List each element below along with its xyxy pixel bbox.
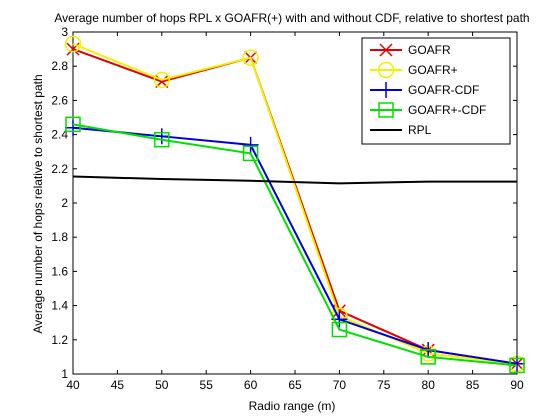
x-tick-label: 40 bbox=[66, 378, 80, 392]
y-tick-label: 1 bbox=[61, 367, 68, 381]
legend-label: GOAFR-CDF bbox=[408, 83, 479, 97]
y-tick-label: 2.6 bbox=[51, 93, 68, 107]
x-tick-label: 60 bbox=[244, 378, 258, 392]
chart-title: Average number of hops RPL x GOAFR(+) wi… bbox=[54, 11, 529, 25]
legend-label: GOAFR+-CDF bbox=[408, 103, 486, 117]
x-tick-label: 80 bbox=[422, 378, 436, 392]
y-tick-label: 2.8 bbox=[51, 59, 68, 73]
legend-item: GOAFR bbox=[370, 43, 451, 57]
legend-label: GOAFR bbox=[408, 43, 451, 57]
y-axis-label: Average number of hops relative to short… bbox=[31, 74, 45, 333]
y-tick-label: 1.4 bbox=[51, 299, 68, 313]
legend-item: GOAFR-CDF bbox=[370, 82, 479, 98]
y-tick-label: 1.2 bbox=[51, 333, 68, 347]
y-tick-label: 3 bbox=[61, 25, 68, 39]
x-tick-label: 45 bbox=[111, 378, 125, 392]
y-tick-label: 1.6 bbox=[51, 264, 68, 278]
x-tick-label: 70 bbox=[333, 378, 347, 392]
x-tick-label: 55 bbox=[200, 378, 214, 392]
x-tick-label: 75 bbox=[377, 378, 391, 392]
legend: GOAFR GOAFR+ GOAFR-CDF GOAFR+-CDF RPL bbox=[362, 38, 510, 144]
legend-label: GOAFR+ bbox=[408, 63, 458, 77]
y-tick-label: 2 bbox=[61, 196, 68, 210]
y-tick-label: 1.8 bbox=[51, 230, 68, 244]
x-axis-label: Radio range (m) bbox=[249, 399, 336, 413]
y-tick-label: 2.2 bbox=[51, 162, 68, 176]
x-tick-label: 85 bbox=[466, 378, 480, 392]
x-tick-label: 65 bbox=[288, 378, 302, 392]
legend-label: RPL bbox=[408, 123, 432, 137]
x-tick-label: 90 bbox=[510, 378, 524, 392]
x-tick-label: 50 bbox=[155, 378, 169, 392]
